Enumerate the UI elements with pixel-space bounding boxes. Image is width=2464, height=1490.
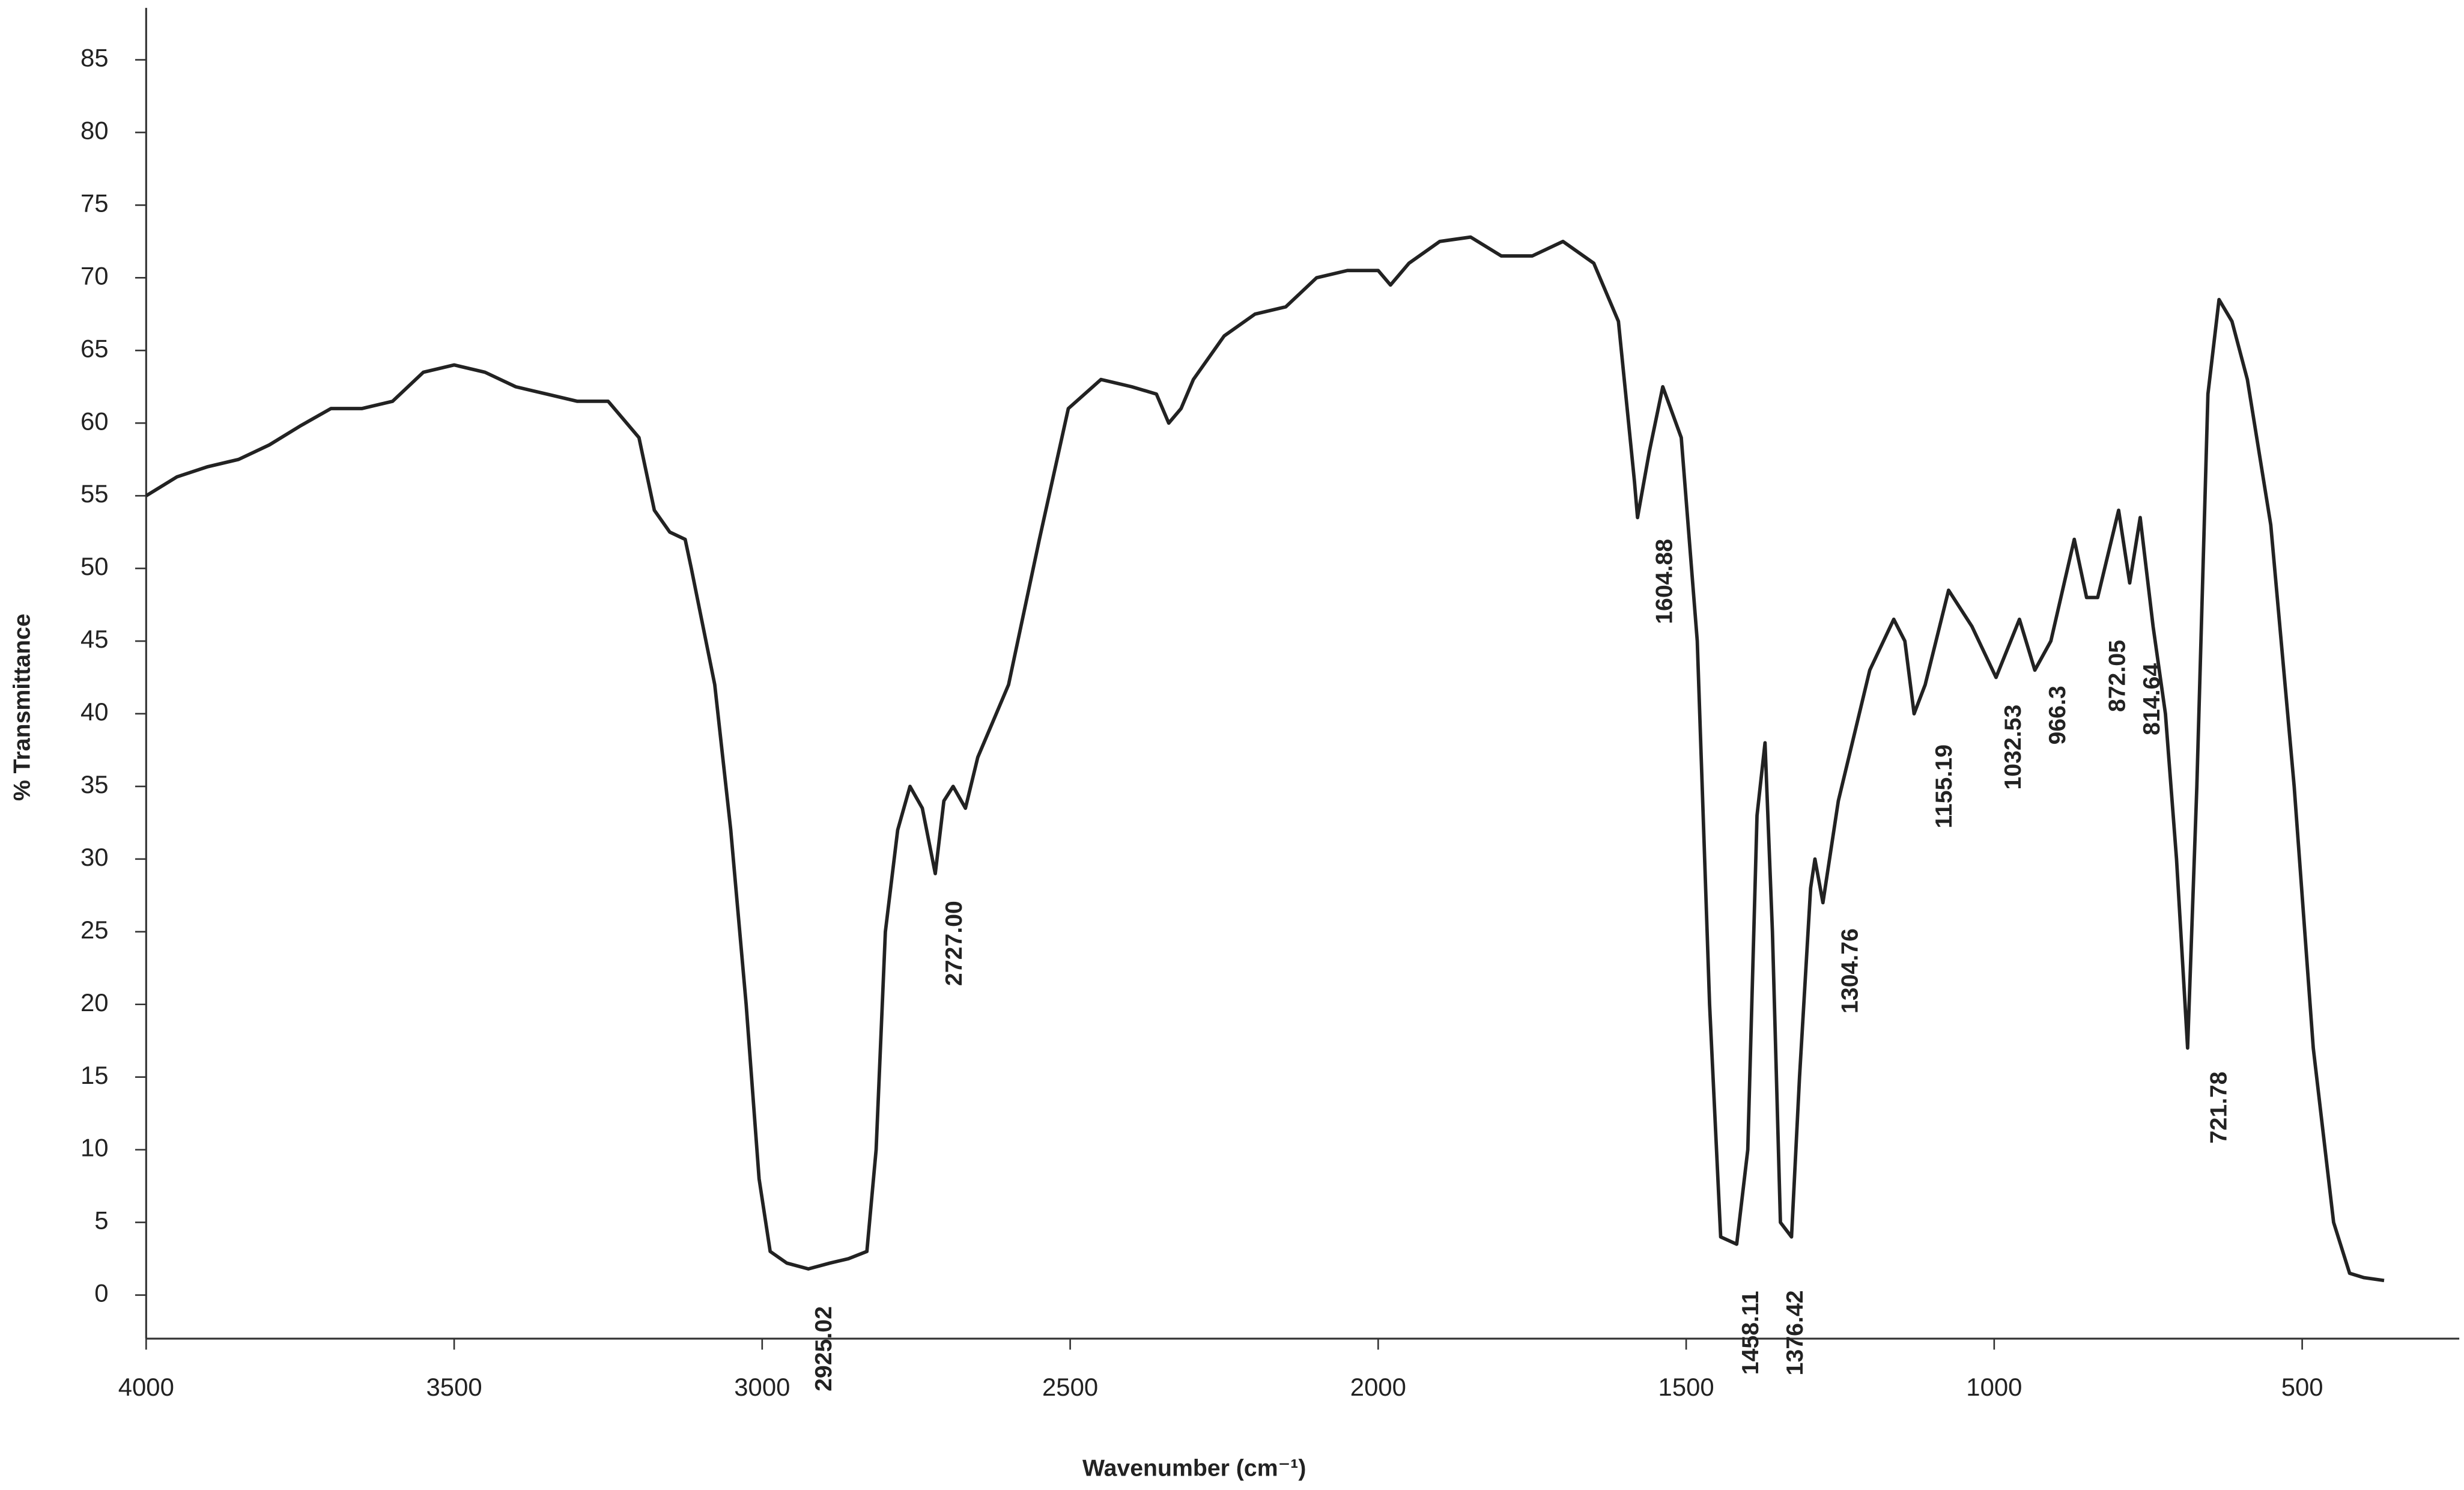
peak-label: 1458.11 — [1737, 1291, 1764, 1375]
peak-label: 2925.02 — [810, 1306, 837, 1391]
peak-label: 1304.76 — [1836, 928, 1863, 1014]
peak-label: 2727.00 — [941, 901, 967, 986]
peak-label: 1155.19 — [1931, 744, 1957, 829]
x-tick-label: 4000 — [118, 1373, 174, 1401]
y-tick-label: 35 — [80, 770, 109, 798]
y-tick-label: 60 — [80, 407, 109, 435]
x-tick-label: 2000 — [1350, 1373, 1406, 1401]
peak-label: 814.64 — [2138, 663, 2165, 735]
y-tick-label: 50 — [80, 552, 109, 580]
y-tick-label: 45 — [80, 625, 109, 653]
y-tick-label: 25 — [80, 916, 109, 944]
y-tick-label: 75 — [80, 189, 109, 217]
y-tick-label: 15 — [80, 1061, 109, 1089]
peak-label: 966.3 — [2044, 686, 2071, 744]
y-tick-label: 65 — [80, 334, 109, 362]
y-tick-label: 40 — [80, 698, 109, 726]
y-tick-label: 20 — [80, 988, 109, 1017]
x-tick-label: 3500 — [426, 1373, 482, 1401]
y-tick-label: 10 — [80, 1134, 109, 1162]
y-tick-label: 5 — [94, 1206, 108, 1235]
y-tick-label: 70 — [80, 261, 109, 290]
spectrum-line — [145, 235, 2385, 1283]
y-tick-label: 85 — [80, 44, 109, 72]
x-axis-title: Wavenumber (cm⁻¹) — [1082, 1455, 1306, 1481]
peak-label: 1032.53 — [2000, 705, 2026, 790]
peak-label: 721.78 — [2206, 1071, 2232, 1143]
y-tick-label: 55 — [80, 479, 109, 508]
y-axis-title: % Transmittance — [9, 613, 35, 801]
y-tick-label: 80 — [80, 117, 109, 145]
y-tick-label: 0 — [94, 1279, 108, 1307]
x-tick-label: 1000 — [1966, 1373, 2022, 1401]
x-tick-label: 500 — [2281, 1373, 2323, 1401]
peak-label: 872.05 — [2104, 640, 2130, 712]
x-tick-label: 3000 — [734, 1373, 790, 1401]
peak-label: 1604.88 — [1651, 539, 1678, 624]
peak-label: 1376.42 — [1782, 1290, 1808, 1375]
x-tick-label: 1500 — [1658, 1373, 1714, 1401]
y-tick-label: 30 — [80, 843, 109, 871]
x-tick-label: 2500 — [1042, 1373, 1098, 1401]
